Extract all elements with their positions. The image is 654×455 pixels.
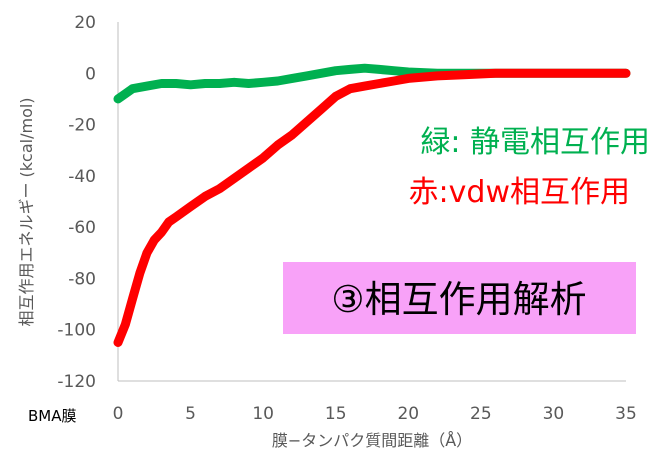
x-tick-label: 0 [113,404,124,424]
y-axis-title: 相互作用エネルギー (kcal/mol) [17,97,36,326]
vdw-series-line [113,68,631,347]
y-tick-label: -40 [68,167,96,187]
x-axis-title: 膜−タンパク質間距離（Å） [272,431,472,450]
y-tick-label: 20 [74,13,96,33]
y-tick-label: -100 [57,321,96,341]
red-series-annotation: 赤:vdw相互作用 [409,175,630,210]
y-tick-label: -80 [68,269,96,289]
x-tick-label: 15 [325,404,347,424]
x-tick-label: 5 [185,404,196,424]
analysis-label-text: ③相互作用解析 [331,278,586,321]
y-tick-label: -120 [57,372,96,392]
y-tick-label: 0 [85,64,96,84]
green-series-annotation: 緑: 静電相互作用 [420,125,650,160]
x-tick-label: 10 [252,404,274,424]
axes [117,22,626,382]
x-tick-label: 30 [543,404,565,424]
y-tick-label: -20 [68,116,96,136]
x-tick-label: 25 [470,404,492,424]
x-tick-labels: 0 5 10 15 20 25 30 35 [113,404,637,424]
series-layer [113,63,631,347]
bma-membrane-label: BMA膜 [28,407,77,425]
y-tick-labels: 20 0 -20 -40 -60 -80 -100 -120 [57,13,96,392]
y-tick-label: -60 [68,218,96,238]
x-tick-label: 35 [615,404,637,424]
x-tick-label: 20 [397,404,419,424]
analysis-label-box [283,262,636,334]
